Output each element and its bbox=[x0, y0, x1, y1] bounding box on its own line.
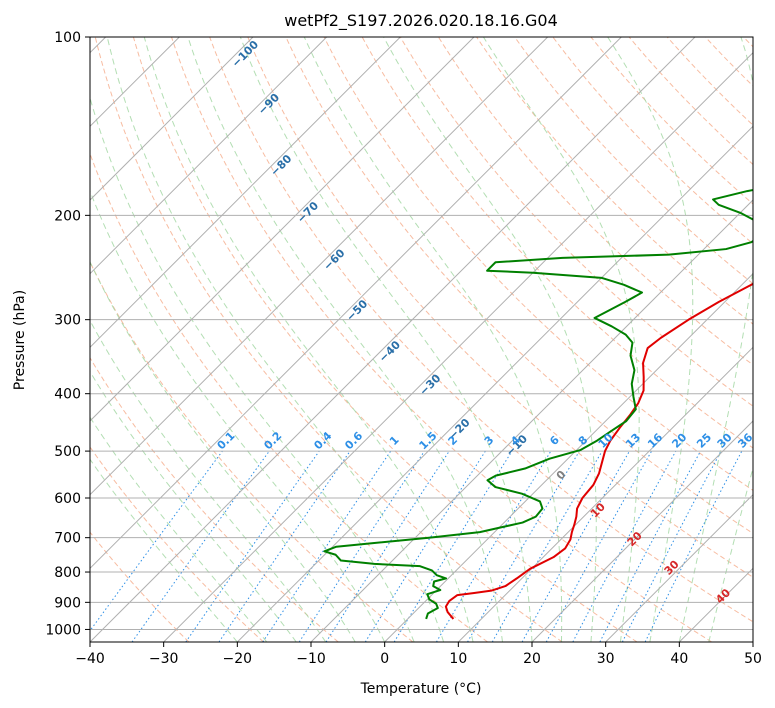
x-tick-label: 10 bbox=[449, 651, 467, 667]
x-tick-label: 20 bbox=[523, 651, 541, 667]
isotherm-gridline bbox=[90, 37, 328, 275]
mixing-ratio-line bbox=[644, 450, 743, 642]
moist-adiabat-line bbox=[239, 37, 533, 642]
dry-adiabat-line bbox=[94, 37, 563, 642]
moist-adiabat-line bbox=[383, 37, 597, 642]
dry-adiabat-line bbox=[590, 37, 753, 205]
dry-adiabat-line bbox=[323, 37, 753, 491]
isotherm-gridline bbox=[90, 37, 254, 201]
dry-adiabat-line bbox=[90, 356, 339, 642]
skewed-isotherm-gridlines bbox=[90, 37, 753, 642]
moist-adiabat-line bbox=[143, 37, 474, 642]
x-tick-label: 30 bbox=[597, 651, 615, 667]
x-tick-label: 40 bbox=[670, 651, 688, 667]
moist-adiabat-line bbox=[187, 37, 504, 642]
moist-adiabat-line bbox=[90, 319, 327, 642]
dry-adiabat-line bbox=[285, 37, 753, 535]
mixing-ratio-line bbox=[393, 450, 513, 642]
x-tick-label: −40 bbox=[75, 651, 105, 667]
isotherm-gridline bbox=[457, 346, 753, 642]
dry-adiabat-line bbox=[476, 37, 753, 325]
isotherm-gridline bbox=[90, 37, 622, 570]
dry-adiabat-line bbox=[90, 260, 414, 642]
x-tick-label: −30 bbox=[149, 651, 179, 667]
dry-adiabat-line bbox=[171, 37, 713, 642]
x-tick-label: 0 bbox=[380, 651, 389, 667]
moist-adiabat-line bbox=[303, 37, 563, 642]
y-tick-label: 700 bbox=[54, 531, 81, 547]
dry-adiabat-line bbox=[247, 37, 753, 578]
mixing-ratio-line bbox=[185, 450, 320, 642]
mixing-ratio-line bbox=[572, 450, 677, 642]
y-axis-ticks: 100 200 300 400 500 600 700 800 900 1000 bbox=[45, 30, 90, 638]
isotherm-gridline bbox=[531, 420, 753, 642]
moist-adiabat-line bbox=[90, 260, 356, 642]
mixing-ratio-line bbox=[262, 450, 392, 642]
profile-line bbox=[323, 188, 753, 620]
y-tick-label: 400 bbox=[54, 387, 81, 403]
y-tick-label: 500 bbox=[54, 444, 81, 460]
moist-adiabat-line bbox=[708, 466, 753, 642]
moist-adiabat-line bbox=[482, 37, 640, 642]
isotherm-gridline bbox=[605, 493, 753, 642]
dry-adiabat-line bbox=[90, 531, 190, 642]
dry-adiabat-line bbox=[438, 37, 753, 366]
dry-adiabat-line bbox=[552, 37, 753, 245]
x-tick-label: −20 bbox=[223, 651, 253, 667]
mixing-ratio-line bbox=[218, 450, 351, 642]
mixing-ratio-line bbox=[298, 450, 425, 642]
isotherm-gridline bbox=[90, 37, 549, 496]
mixing-ratio-line bbox=[90, 450, 223, 632]
moist-adiabat-line bbox=[106, 37, 445, 642]
moist-adiabat-line bbox=[90, 458, 238, 642]
moist-adiabat-line bbox=[90, 370, 297, 642]
moist-adiabat-line bbox=[607, 37, 694, 642]
mixing-ratio-line bbox=[545, 450, 653, 642]
plot-frame bbox=[89, 36, 754, 643]
x-tick-label: 50 bbox=[744, 651, 762, 667]
x-tick-label: −10 bbox=[296, 651, 326, 667]
dry-adiabat-line bbox=[132, 37, 638, 642]
isotherm-gridline bbox=[90, 37, 475, 422]
y-tick-label: 1000 bbox=[45, 622, 81, 638]
plot-background bbox=[90, 37, 753, 642]
isotherm-gridline bbox=[163, 51, 753, 642]
x-axis-label: Temperature (°C) bbox=[360, 681, 482, 697]
moist-adiabat-line bbox=[90, 189, 386, 642]
y-tick-label: 200 bbox=[54, 208, 81, 224]
moist-adiabat-line bbox=[90, 416, 268, 642]
mixing-ratio-line bbox=[521, 450, 630, 642]
mixing-ratio-line bbox=[131, 450, 270, 642]
isotherm-gridline bbox=[310, 199, 753, 642]
chart-title: wetPf2_S197.2026.020.18.16.G04 bbox=[284, 11, 558, 31]
isotherm-gridline bbox=[90, 37, 401, 349]
profile-line bbox=[444, 282, 753, 620]
isotherm-gridline bbox=[90, 37, 696, 642]
x-axis-ticks: −40 −30 −20 −10 0 10 20 30 40 50 bbox=[75, 642, 762, 667]
dry-adiabats bbox=[90, 37, 753, 642]
moist-adiabat-line bbox=[678, 37, 753, 642]
y-tick-label: 300 bbox=[54, 313, 81, 329]
y-tick-label: 100 bbox=[54, 30, 81, 46]
dry-adiabat-line bbox=[209, 37, 753, 623]
isotherm-gridline bbox=[236, 125, 753, 642]
y-tick-label: 800 bbox=[54, 565, 81, 581]
dry-adiabat-line bbox=[399, 37, 753, 407]
y-tick-label: 600 bbox=[54, 491, 81, 507]
isotherm-gridline bbox=[384, 272, 753, 642]
sounding-profiles bbox=[323, 188, 753, 620]
y-axis-label: Pressure (hPa) bbox=[12, 290, 28, 390]
y-tick-label: 900 bbox=[54, 595, 81, 611]
